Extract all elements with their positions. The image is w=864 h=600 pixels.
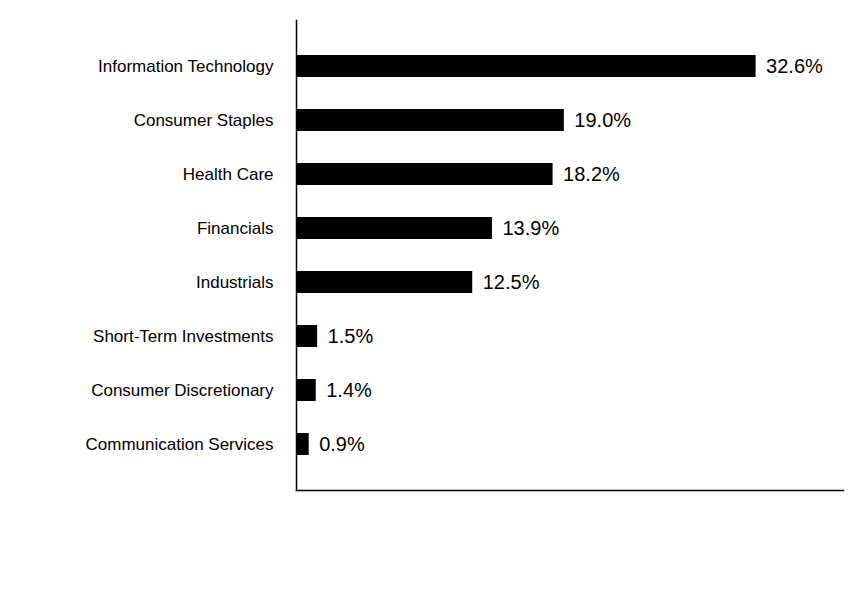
svg-text:13.9%: 13.9% <box>502 217 559 239</box>
svg-text:Industrials: Industrials <box>196 273 273 292</box>
svg-text:Consumer Staples: Consumer Staples <box>134 111 274 130</box>
svg-text:19.0%: 19.0% <box>574 109 631 131</box>
svg-text:1.4%: 1.4% <box>326 379 372 401</box>
svg-text:Information Technology: Information Technology <box>98 57 274 76</box>
svg-text:1.5%: 1.5% <box>328 325 374 347</box>
svg-text:Consumer Discretionary: Consumer Discretionary <box>91 381 274 400</box>
svg-text:Communication Services: Communication Services <box>85 435 273 454</box>
svg-text:Financials: Financials <box>197 219 274 238</box>
svg-text:0.9%: 0.9% <box>319 433 365 455</box>
svg-text:Health Care: Health Care <box>183 165 274 184</box>
svg-text:32.6%: 32.6% <box>766 55 823 77</box>
svg-text:Short-Term Investments: Short-Term Investments <box>93 327 273 346</box>
svg-text:12.5%: 12.5% <box>483 271 540 293</box>
svg-text:18.2%: 18.2% <box>563 163 620 185</box>
